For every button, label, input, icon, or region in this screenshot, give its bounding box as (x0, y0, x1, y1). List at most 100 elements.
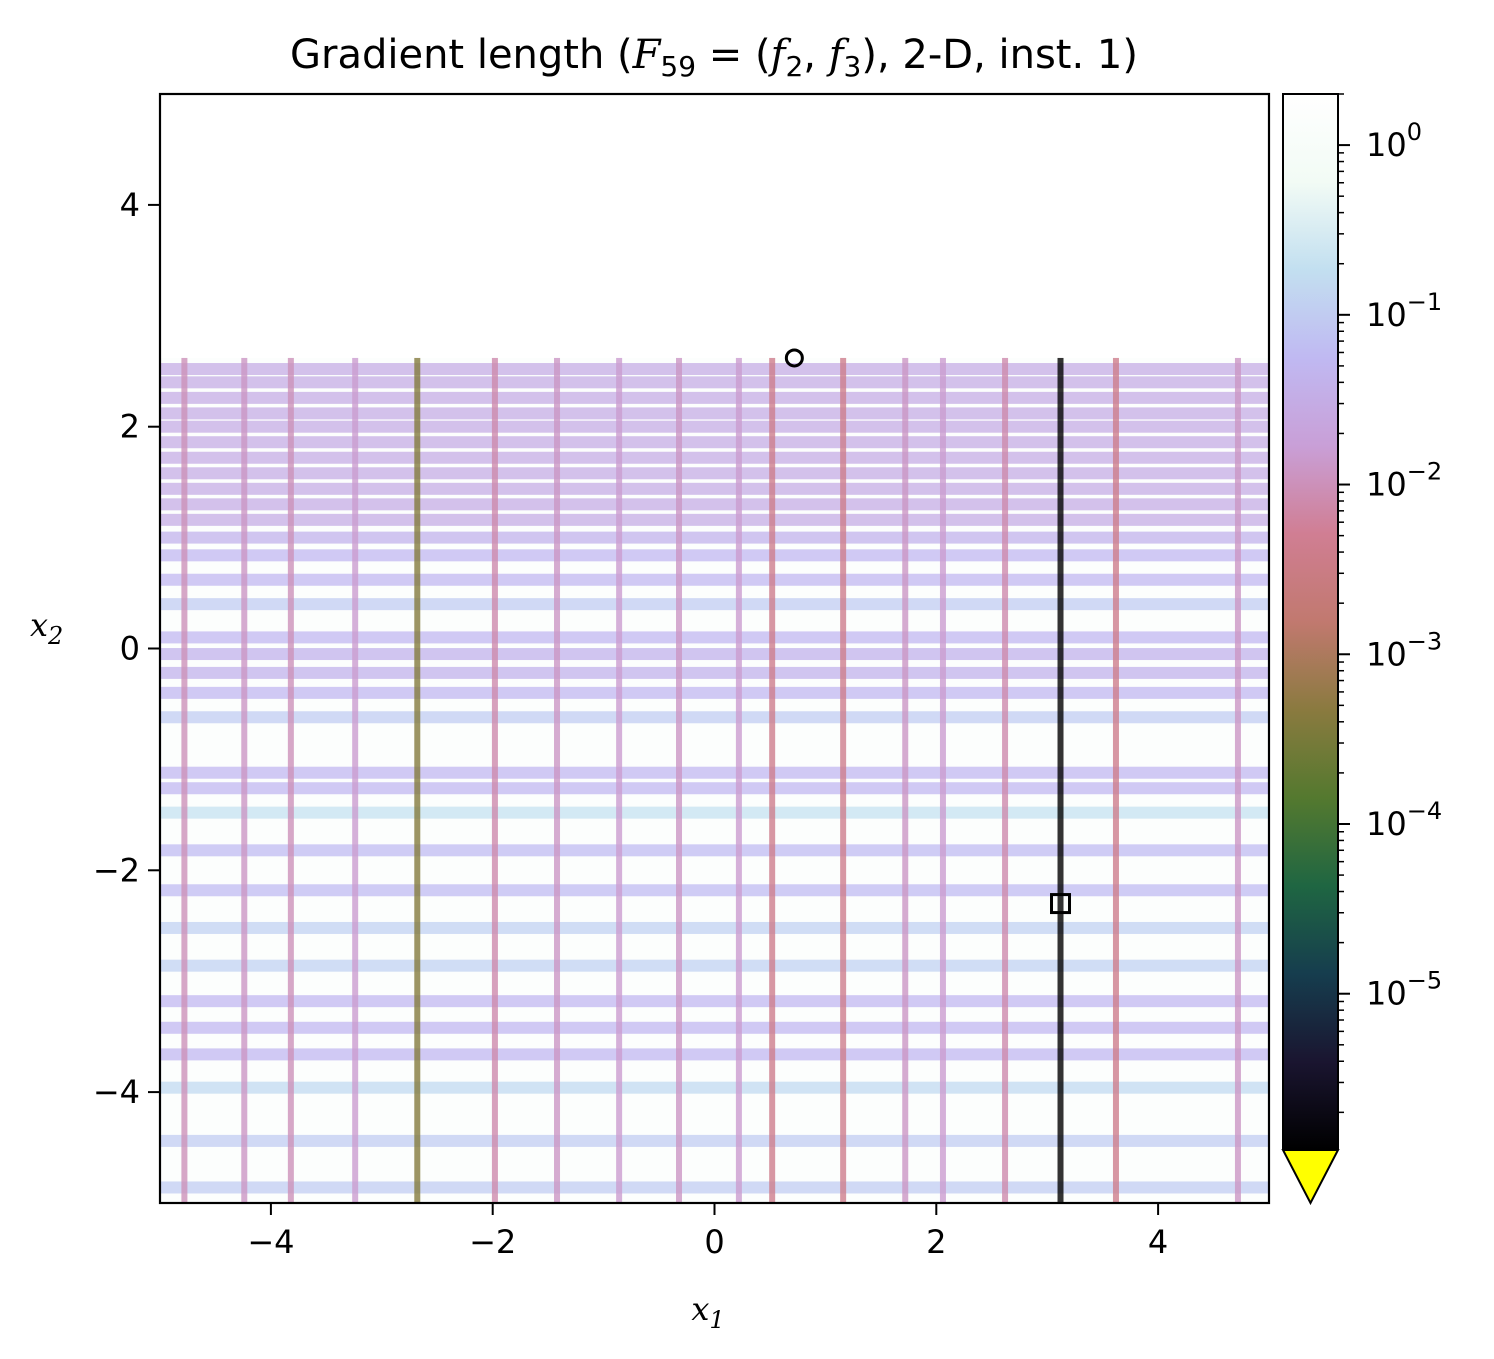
heatmap-band (160, 363, 1269, 376)
heatmap-band (160, 959, 1269, 972)
heatmap-band (160, 711, 1269, 724)
y-tick-label: −2 (93, 851, 140, 889)
x-axis-label: x1 (691, 1290, 724, 1334)
heatmap-vertical-line (241, 357, 248, 1203)
heatmap-band (160, 806, 1269, 819)
heatmap-band (160, 513, 1269, 526)
heatmap-vertical-line (840, 357, 847, 1203)
heatmap-vertical-line (735, 357, 742, 1203)
colorbar-tick-base: 10 (1366, 466, 1407, 504)
heatmap-vertical-line (1002, 357, 1009, 1203)
heatmap-band (160, 391, 1269, 404)
chart-title: Gradient length (F59 = (f2, f3), 2-D, in… (290, 32, 1138, 83)
colorbar-tick-exp: −1 (1407, 288, 1442, 316)
y-axis-ticks: 4 2 0 −2 −4 (93, 186, 160, 1111)
x-tick-label: 4 (1148, 1223, 1168, 1261)
heatmap-band (160, 436, 1269, 449)
colorbar-tick-exp: −4 (1407, 797, 1442, 825)
heatmap-vertical-line (1057, 357, 1064, 1203)
colorbar-tick-label: 10−1 (1366, 288, 1442, 334)
heatmap-band (160, 884, 1269, 897)
colorbar-tick-exp: −3 (1407, 627, 1442, 655)
heatmap-vertical-line (352, 357, 359, 1203)
colorbar-tick-label: 10−5 (1366, 967, 1442, 1013)
heatmap-band (160, 1181, 1269, 1194)
markers (784, 348, 1072, 915)
title-text: Gradient length ( (290, 32, 633, 78)
y-axis-label-sub: 2 (47, 622, 63, 650)
heatmap-band (160, 498, 1269, 511)
colorbar-tick-exp: −5 (1407, 967, 1442, 995)
heatmap-band (160, 631, 1269, 644)
heatmap-vertical-line (414, 357, 421, 1203)
heatmap-band (160, 482, 1269, 495)
heatmap-vertical-line (1112, 357, 1119, 1203)
colorbar-tick-label: 10−3 (1366, 627, 1442, 673)
heatmap-band (160, 921, 1269, 934)
x-axis-ticks: −4 −2 0 2 4 (247, 1203, 1168, 1261)
heatmap-band (160, 573, 1269, 586)
title-tail: ), 2-D, inst. 1) (861, 32, 1138, 78)
square-marker (1050, 893, 1072, 915)
colorbar-tick-label: 100 (1366, 118, 1422, 164)
plot-area (160, 94, 1269, 1203)
x-tick-label: 2 (926, 1223, 946, 1261)
colorbar-tick-base: 10 (1366, 975, 1407, 1013)
heatmap-band (160, 1048, 1269, 1061)
heatmap-vertical-line (554, 357, 561, 1203)
heatmap-band (160, 420, 1269, 433)
colorbar-tick-label: 10−2 (1366, 458, 1442, 504)
heatmap-band (160, 407, 1269, 420)
colorbar-tick-base: 10 (1366, 296, 1407, 334)
y-axis-label: x2 (30, 606, 63, 650)
heatmap-band (160, 549, 1269, 562)
colorbar-tick-base: 10 (1366, 635, 1407, 673)
heatmap-band (160, 598, 1269, 611)
y-tick-label: 4 (120, 186, 140, 224)
heatmap-band (160, 376, 1269, 389)
title-f3-sub: 3 (844, 50, 862, 83)
heatmap-band (160, 451, 1269, 464)
colorbar-tick-base: 10 (1366, 126, 1407, 164)
heatmap-vertical-line (902, 357, 909, 1203)
heatmap-vertical-line (939, 357, 946, 1203)
y-axis-label-var: x (30, 606, 48, 644)
heatmap-vertical-line (287, 357, 294, 1203)
heatmap-band (160, 766, 1269, 779)
x-tick-label: −2 (469, 1223, 516, 1261)
heatmap-band (160, 648, 1269, 661)
heatmap-vertical-lines (181, 357, 1241, 1203)
colorbar-extend-min (1281, 1149, 1340, 1206)
heatmap-band (160, 1021, 1269, 1034)
x-tick-label: −4 (247, 1223, 294, 1261)
title-math-f: F (632, 32, 662, 78)
title-comma: , (803, 32, 828, 78)
x-axis-label-sub: 1 (709, 1306, 724, 1334)
y-tick-label: −4 (93, 1073, 140, 1111)
heatmap-band (160, 666, 1269, 679)
title-math-sub: 59 (660, 50, 696, 83)
colorbar-frame (1282, 93, 1339, 1150)
heatmap-vertical-line (1234, 357, 1241, 1203)
heatmap-band (160, 467, 1269, 480)
title-eq: = ( (696, 32, 771, 78)
heatmap-band (160, 1081, 1269, 1094)
heatmap-vertical-line (181, 357, 188, 1203)
heatmap-vertical-line (491, 357, 498, 1203)
heatmap-band (160, 531, 1269, 544)
colorbar-tick-exp: −2 (1407, 458, 1442, 486)
y-tick-label: 0 (120, 630, 140, 668)
heatmap-vertical-line (616, 357, 623, 1203)
heatmap-vertical-line (676, 357, 683, 1203)
x-tick-label: 0 (704, 1223, 724, 1261)
heatmap-band (160, 995, 1269, 1008)
y-tick-label: 2 (120, 408, 140, 446)
x-axis-label-var: x (691, 1290, 709, 1328)
heatmap-vertical-line (769, 357, 776, 1203)
title-f2-sub: 2 (785, 50, 803, 83)
heatmap-band (160, 1134, 1269, 1147)
heatmap-bands (160, 363, 1269, 1194)
